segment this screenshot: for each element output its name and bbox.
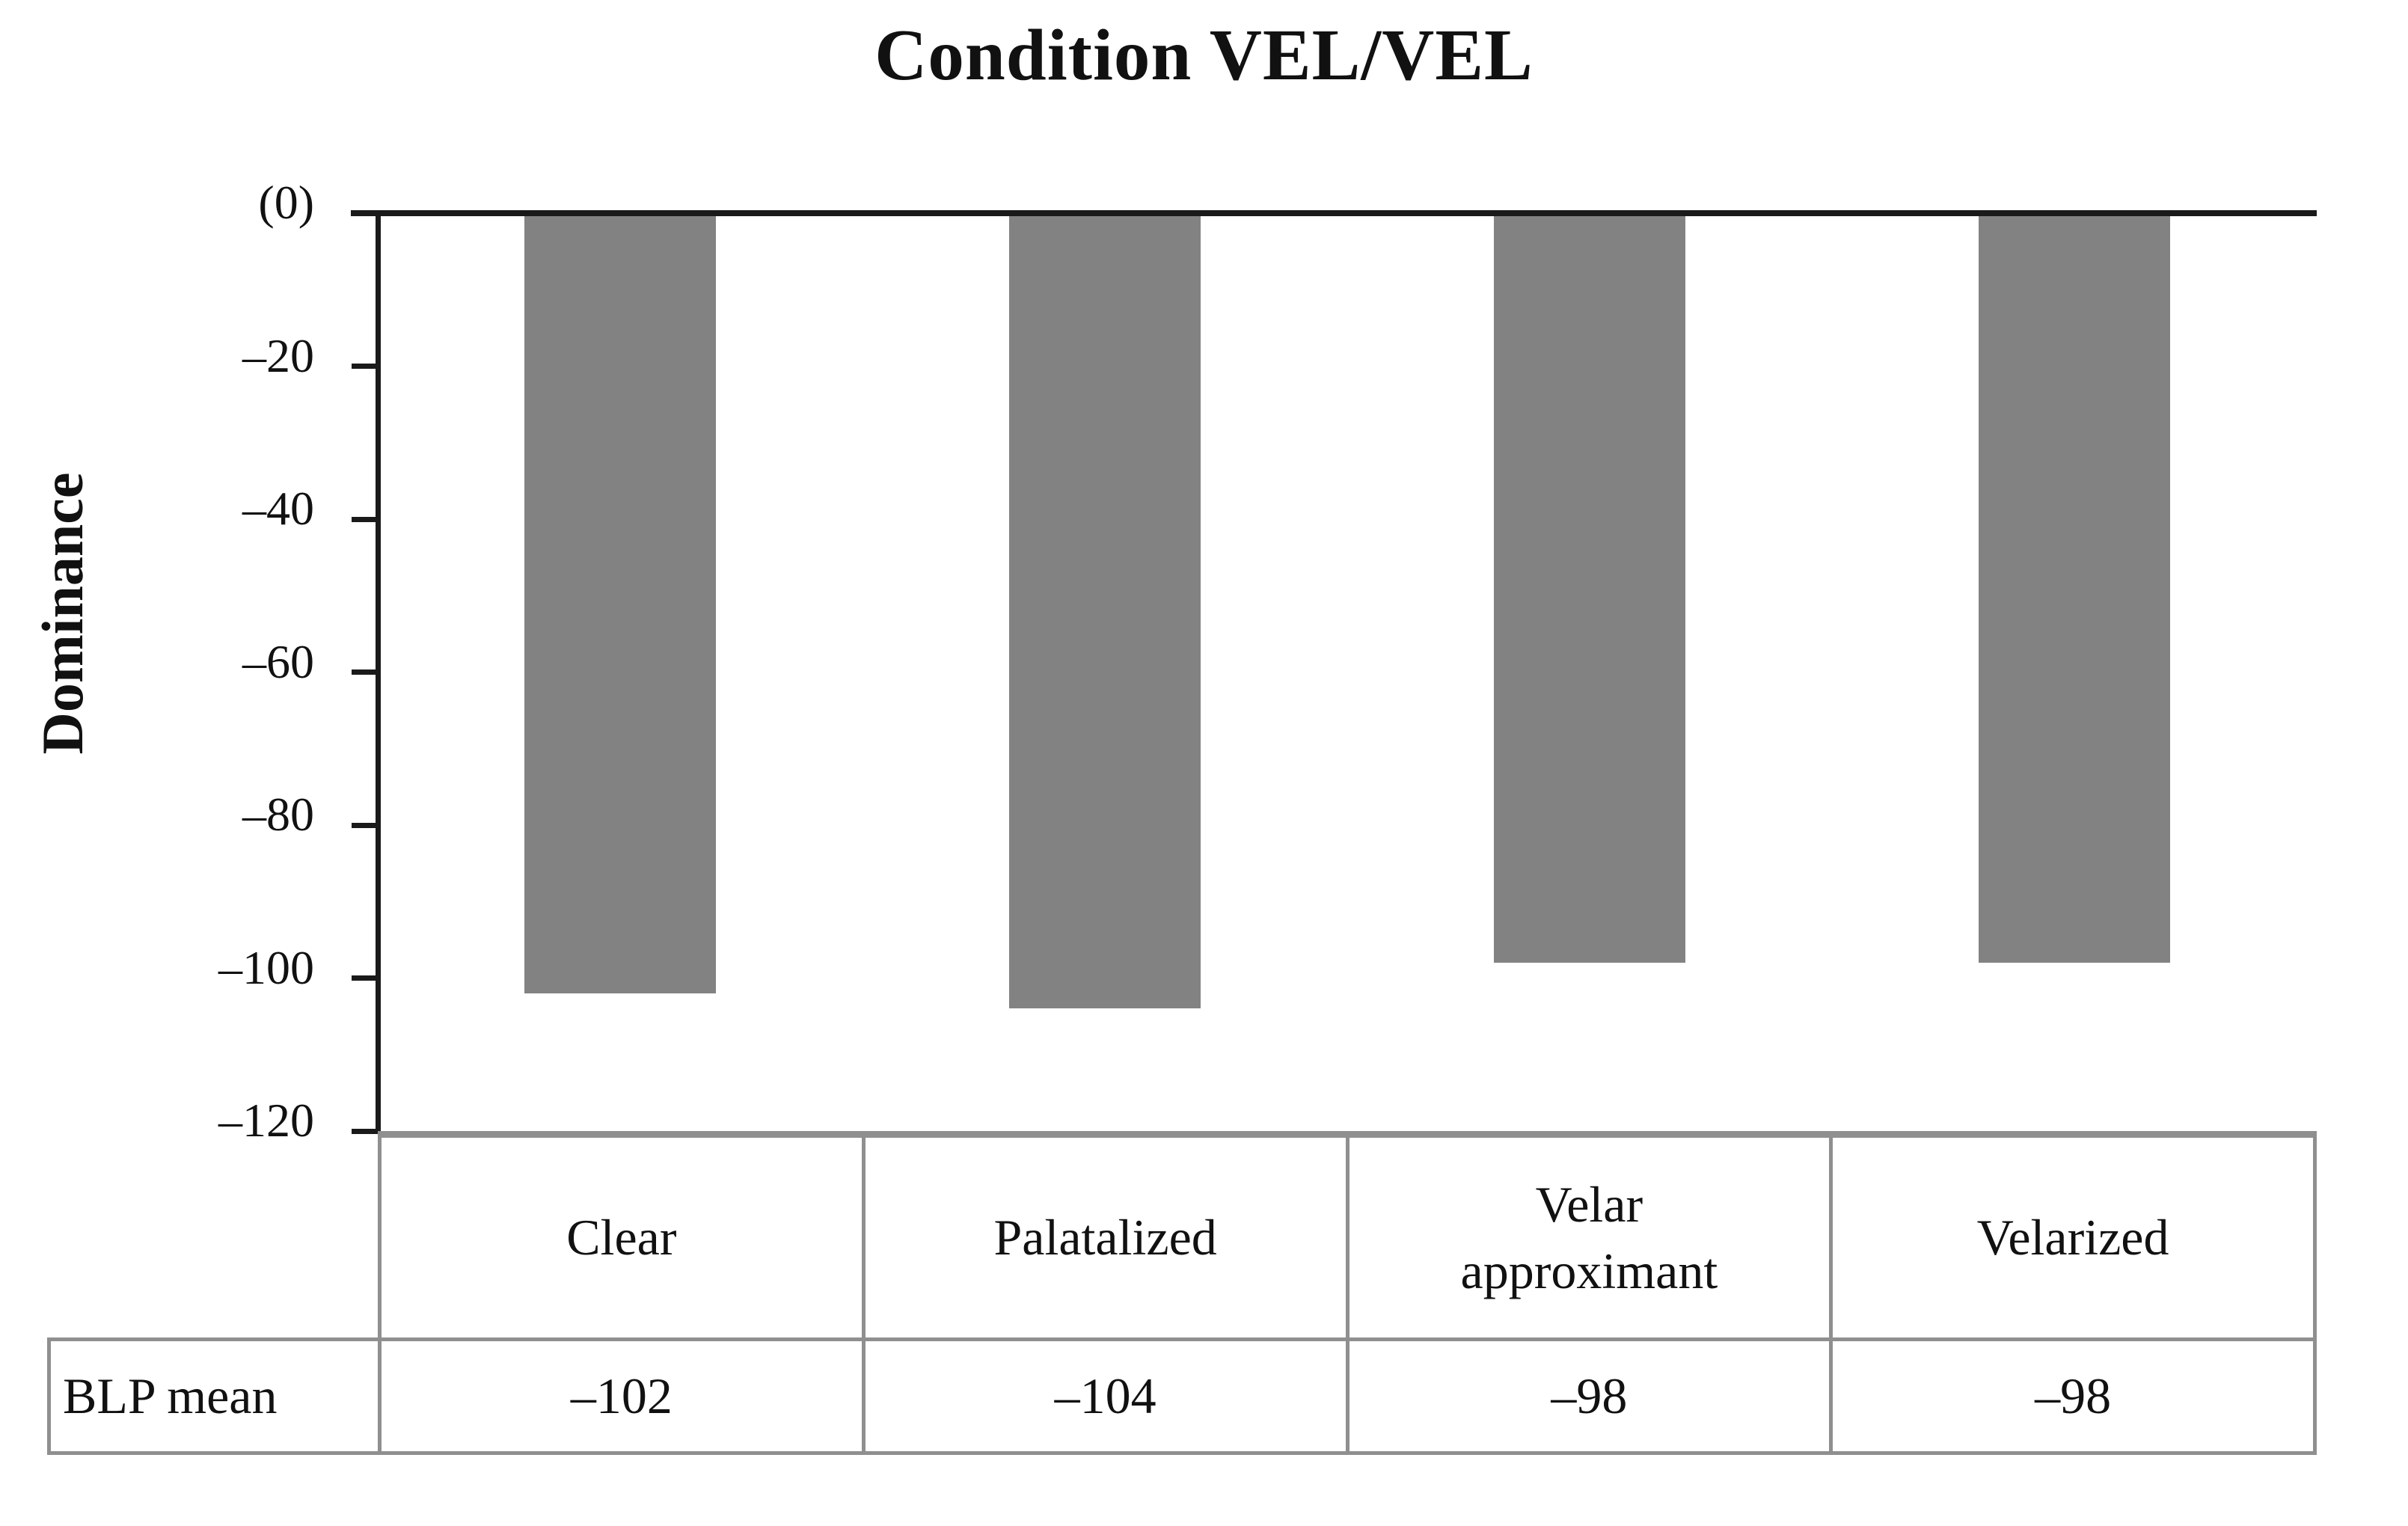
bar-clear [524,216,716,993]
category-cell-palatalized: Palatalized [861,1138,1346,1337]
y-tick-label: –60 [242,634,314,688]
row-label: BLP mean [63,1367,278,1424]
y-tick-label: –120 [218,1094,314,1147]
value-cell-clear: –102 [378,1341,862,1451]
category-cell-velarized: Velarized [1829,1138,2313,1337]
value-cell-velar-approximant: –98 [1345,1341,1830,1451]
category-header-row: Clear Palatalized Velar approximant Vela… [378,1131,2317,1341]
y-tick-label: –20 [242,328,314,382]
y-tick-label: –100 [218,940,314,994]
zero-baseline-axis-line [351,210,2317,216]
chart-title: Condition VEL/VEL [874,15,1534,95]
category-cell-velar-approximant: Velar approximant [1345,1138,1830,1337]
y-tick-mark [352,516,379,522]
category-cell-clear: Clear [566,1209,677,1266]
y-tick-mark [352,669,379,675]
blp-mean-row: BLP mean –102 –104 –98 –98 [47,1337,2317,1455]
y-tick-mark [352,822,379,828]
y-tick-label: –80 [242,788,314,841]
y-tick-mark [352,210,379,216]
bar-palatalized [1009,216,1201,1009]
bar-velarized [1979,216,2170,963]
value-cell-velarized: –98 [1829,1341,2313,1451]
y-tick-mark [352,364,379,369]
y-tick-label: –40 [242,482,314,535]
y-tick-mark [352,975,379,981]
y-tick-mark [352,1128,379,1134]
y-tick-label: (0) [258,176,314,229]
value-cell-palatalized: –104 [861,1341,1346,1451]
bar-velar-approximant [1494,216,1685,963]
